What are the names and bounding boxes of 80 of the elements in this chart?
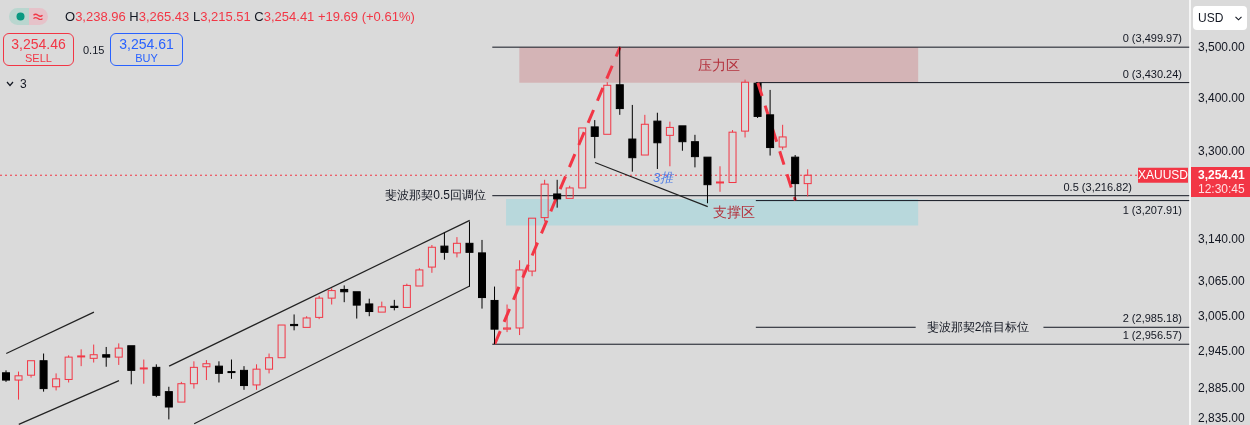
candlestick xyxy=(240,365,248,391)
annotation: 斐波那契2倍目标位 xyxy=(926,320,1030,334)
annotation: O3,238.96 xyxy=(65,9,126,25)
candlestick xyxy=(27,360,36,379)
annotation: (+0.61%) xyxy=(361,9,415,25)
candlestick xyxy=(766,89,775,157)
candlestick xyxy=(803,168,812,197)
sell-button: 3,254.46 SELL xyxy=(3,33,74,66)
annotation: 0.15 xyxy=(83,43,105,57)
candlestick xyxy=(139,359,148,385)
annotation: +19.69 xyxy=(317,9,359,25)
candlestick xyxy=(277,324,286,359)
candlestick xyxy=(452,236,461,258)
candlestick xyxy=(440,232,449,261)
y-tick-label: 2,835.00 xyxy=(1198,411,1246,425)
annotation: 3,254.61 xyxy=(118,36,175,52)
candlestick xyxy=(465,221,474,288)
ref-line-label: 0.5 (3,216.82) xyxy=(1063,180,1132,193)
candlestick xyxy=(665,121,674,167)
candlestick xyxy=(528,217,537,277)
y-tick-label: 3,500.00 xyxy=(1198,40,1246,55)
candlestick xyxy=(89,344,98,364)
candlestick xyxy=(14,371,23,401)
y-tick-label: 2,885.00 xyxy=(1198,380,1246,395)
ref-line-label: 2 (2,985.18) xyxy=(1122,312,1182,325)
price-tag: 3,254.41 12:30:45 xyxy=(1191,167,1250,197)
ref-line-label: 1 (2,956.57) xyxy=(1122,329,1182,342)
candlestick xyxy=(653,112,662,170)
candlestick xyxy=(290,313,299,331)
candlestick xyxy=(490,286,499,345)
ref-line-label: 0 (3,499.97) xyxy=(1122,32,1182,45)
annotation: C3,254.41 xyxy=(254,9,315,25)
symbol-tag: XAUUSD xyxy=(1138,167,1188,183)
candlestick xyxy=(690,134,699,168)
candlestick xyxy=(39,353,48,393)
candlestick xyxy=(214,360,223,383)
candlestick xyxy=(640,114,649,156)
annotation: BUY xyxy=(134,52,159,65)
currency-select: USD xyxy=(1193,6,1247,30)
candlestick xyxy=(265,353,274,374)
candlestick xyxy=(615,46,624,116)
candlestick xyxy=(340,284,349,303)
ref-line-label: 1 (3,207.91) xyxy=(1122,203,1182,216)
annotation: SELL xyxy=(24,52,53,65)
candlestick xyxy=(227,359,236,380)
y-tick-label: 2,945.00 xyxy=(1198,344,1246,359)
y-tick-label: 3,400.00 xyxy=(1198,91,1246,106)
band-label: 压力区 xyxy=(697,56,740,73)
band-label: 支撑区 xyxy=(713,204,756,221)
candlestick xyxy=(603,81,612,135)
annotation: 斐波那契0.5回调位 xyxy=(385,188,486,202)
candlestick xyxy=(352,291,361,320)
annotation: 3推 xyxy=(653,170,674,185)
candlestick xyxy=(678,125,687,152)
ref-line-label: 0 (3,430.24) xyxy=(1122,67,1182,80)
y-tick-label: 3,140.00 xyxy=(1198,231,1246,246)
annotation: 3,254.46 xyxy=(10,36,67,52)
candlestick xyxy=(791,154,800,202)
candlestick xyxy=(478,239,486,310)
y-tick-label: 3,300.00 xyxy=(1198,144,1246,159)
candlestick xyxy=(52,372,61,391)
annotation: H3,265.43 xyxy=(129,9,190,25)
y-tick-label: 3,065.00 xyxy=(1198,274,1246,289)
candlestick xyxy=(503,304,512,333)
candlestick xyxy=(2,369,10,383)
candlestick xyxy=(427,244,436,274)
buy-button: 3,254.61 BUY xyxy=(110,33,183,66)
candlestick xyxy=(628,104,637,173)
candlestick xyxy=(252,363,261,391)
candlestick xyxy=(127,345,136,385)
annotation: 3 xyxy=(20,77,27,91)
candlestick xyxy=(553,179,562,209)
annotation: L3,215.51 xyxy=(192,9,251,25)
candlestick xyxy=(202,359,211,381)
candlestick xyxy=(703,156,712,204)
candlestick xyxy=(741,79,750,138)
y-tick-label: 3,005.00 xyxy=(1198,308,1246,323)
candlestick xyxy=(102,346,111,368)
candlestick xyxy=(590,119,599,159)
candlestick xyxy=(189,360,198,390)
